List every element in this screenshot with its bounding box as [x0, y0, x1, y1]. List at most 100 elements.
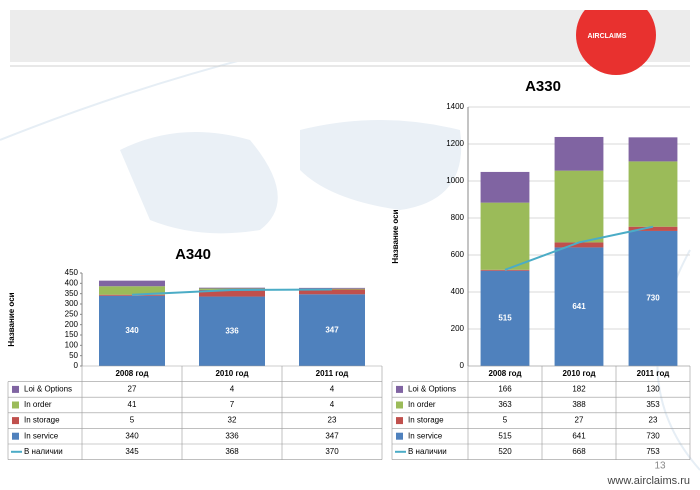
table-value: 4 [330, 400, 335, 409]
table-value: 4 [330, 385, 335, 394]
y-tick-label: 1400 [446, 102, 464, 111]
chart-title: A340 [175, 246, 211, 263]
y-tick-label: 200 [65, 320, 79, 329]
legend-swatch [12, 401, 19, 409]
bar-segment [299, 289, 365, 295]
bar-segment [480, 270, 530, 366]
footer-url: www.airclaims.ru [606, 475, 690, 487]
bar-segment [299, 294, 365, 366]
table-value: 182 [572, 385, 586, 394]
page-number: 13 [654, 461, 666, 472]
legend-label: In service [408, 431, 443, 440]
legend-label: В наличии [24, 447, 63, 456]
line-series [131, 288, 333, 296]
x-tick-label: 2011 год [316, 369, 349, 378]
legend-label: In order [408, 400, 436, 409]
table-value: 130 [646, 385, 660, 394]
table-value: 730 [646, 431, 660, 440]
legend-label: Loi & Options [408, 385, 456, 394]
legend-swatch [396, 432, 403, 440]
legend-label: In service [24, 431, 59, 440]
y-tick-label: 200 [451, 324, 465, 333]
table-value: 347 [325, 431, 339, 440]
legend-swatch [12, 385, 19, 393]
legend-label: В наличии [408, 447, 447, 456]
bar-segment [480, 171, 530, 203]
y-tick-label: 1200 [446, 139, 464, 148]
table-value: 27 [128, 385, 137, 394]
data-label: 340 [125, 326, 139, 335]
bar-segment [554, 136, 604, 171]
table-value: 515 [498, 431, 512, 440]
table-value: 23 [328, 416, 337, 425]
bar-segment [628, 161, 678, 227]
chart-title: A330 [525, 78, 561, 95]
table-value: 41 [128, 400, 137, 409]
table-value: 368 [225, 447, 239, 456]
x-tick-label: 2010 год [562, 369, 595, 378]
legend-swatch [396, 401, 403, 409]
bar-segment [99, 280, 165, 287]
y-tick-label: 1000 [446, 176, 464, 185]
data-label: 730 [646, 294, 660, 303]
table-value: 7 [230, 400, 235, 409]
table-value: 23 [649, 416, 658, 425]
y-tick-label: 400 [65, 278, 79, 287]
logo-mask [560, 0, 680, 10]
legend-swatch [12, 432, 19, 440]
bar-segment [554, 242, 604, 248]
logo: AIRCLAIMS [588, 33, 627, 40]
bar-segment [99, 286, 165, 295]
table-value: 27 [575, 416, 584, 425]
table-value: 520 [498, 447, 512, 456]
bar-segment [199, 289, 265, 297]
table-value: 668 [572, 447, 586, 456]
y-tick-label: 800 [451, 213, 465, 222]
data-label: 515 [498, 313, 512, 322]
table-value: 641 [572, 431, 586, 440]
y-tick-label: 300 [65, 299, 79, 308]
legend-swatch [396, 385, 403, 393]
y-tick-label: 0 [74, 361, 79, 370]
table-value: 363 [498, 400, 512, 409]
table-value: 340 [125, 431, 139, 440]
y-tick-label: 100 [65, 340, 79, 349]
data-label: 336 [225, 326, 239, 335]
table-value: 345 [125, 447, 139, 456]
table-value: 5 [503, 416, 508, 425]
table-value: 353 [646, 400, 660, 409]
table-value: 5 [130, 416, 135, 425]
y-tick-label: 150 [65, 330, 79, 339]
x-tick-label: 2011 год [637, 369, 670, 378]
table-value: 166 [498, 385, 512, 394]
bar-segment [554, 170, 604, 243]
data-label: 347 [325, 325, 339, 334]
table-value: 4 [230, 385, 235, 394]
logo-circle [576, 0, 656, 75]
y-axis-label: Название оси [391, 209, 400, 263]
legend-label: In storage [24, 416, 60, 425]
bar-segment [554, 247, 604, 366]
bar-segment [628, 230, 678, 366]
legend-label: In storage [408, 416, 444, 425]
x-tick-label: 2010 год [215, 369, 248, 378]
y-tick-label: 400 [451, 287, 465, 296]
table-value: 32 [228, 416, 237, 425]
table-value: 336 [225, 431, 239, 440]
map-backdrop [120, 120, 462, 234]
bar-segment [99, 294, 165, 296]
x-tick-label: 2008 год [488, 369, 521, 378]
bar-segment [628, 226, 678, 231]
table-value: 370 [325, 447, 339, 456]
bar-segment [480, 269, 530, 271]
y-tick-label: 50 [69, 351, 78, 360]
bar-segment [199, 296, 265, 366]
bar-segment [299, 287, 365, 289]
y-tick-label: 0 [460, 361, 465, 370]
data-label: 641 [572, 302, 586, 311]
legend-swatch [12, 417, 19, 425]
table-value: 753 [646, 447, 660, 456]
y-tick-label: 600 [451, 250, 465, 259]
x-tick-label: 2008 год [115, 369, 148, 378]
